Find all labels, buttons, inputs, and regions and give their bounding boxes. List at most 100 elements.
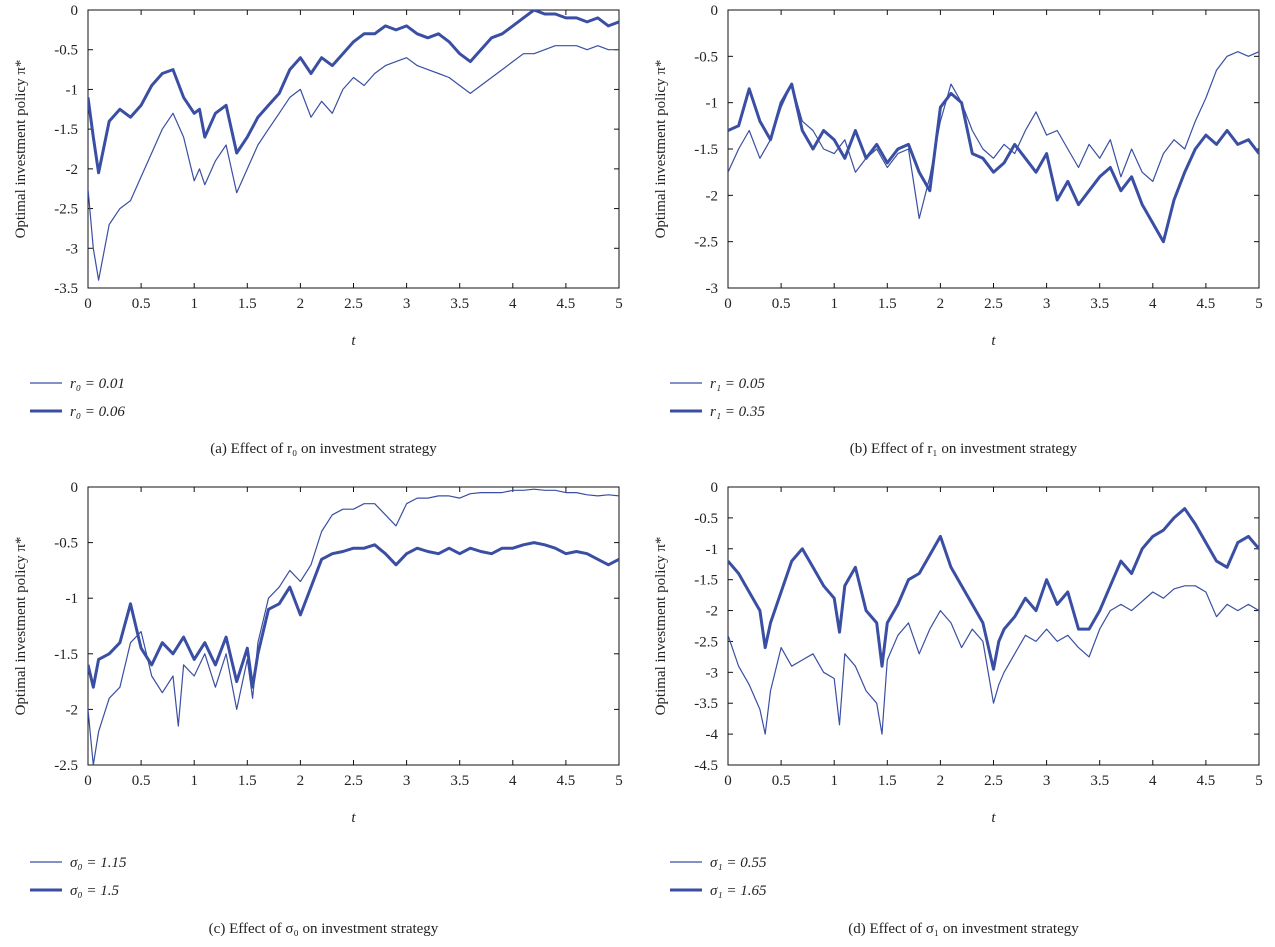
y-tick-label: -1.5 [54, 122, 78, 138]
y-tick-label: 0 [711, 3, 719, 19]
x-tick-label: 3.5 [450, 773, 469, 789]
y-tick-label: -1 [66, 82, 79, 98]
series-line-thick [88, 541, 619, 689]
x-tick-label: 0 [724, 773, 732, 789]
x-tick-label: 0.5 [132, 773, 151, 789]
y-tick-label: -0.5 [54, 536, 78, 552]
series-line-thick [728, 507, 1259, 671]
x-tick-label: 3.5 [1090, 773, 1109, 789]
y-tick-label: 0 [71, 3, 79, 19]
x-tick-label: 4 [509, 773, 517, 789]
x-tick-label: 0.5 [772, 773, 791, 789]
x-axis-label: t [351, 333, 356, 349]
x-tick-label: 3.5 [450, 296, 469, 312]
x-axis-label: t [991, 810, 996, 826]
x-tick-label: 4.5 [1197, 296, 1216, 312]
y-tick-label: -2 [706, 188, 719, 204]
x-tick-label: 2 [937, 296, 945, 312]
legend-label: r₁ = 0.05 [710, 376, 765, 392]
legend-label: r₁ = 0.35 [710, 404, 765, 420]
chart-panel-a: 0 0.5 1 1.5 2 2.5 3 3.5 4 4.5 5 -3.5 -3 -2.5 -2 -1.5 -1 -… [13, 3, 623, 457]
x-tick-label: 4.5 [557, 296, 576, 312]
legend-label: r₀ = 0.06 [70, 404, 125, 420]
x-tick-label: 5 [615, 296, 623, 312]
x-tick-label: 0 [724, 296, 732, 312]
y-tick-label: -0.5 [694, 511, 718, 527]
x-tick-label: 0 [84, 296, 92, 312]
x-tick-label: 1.5 [878, 773, 897, 789]
legend-label: r₀ = 0.01 [70, 376, 125, 392]
legend-label: σ₀ = 1.5 [70, 883, 119, 899]
plot-frame [727, 9, 1260, 289]
y-tick-label: -2 [66, 702, 79, 718]
y-axis-label: Optimal investment policy π* [13, 537, 29, 716]
x-tick-label: 4 [509, 296, 517, 312]
y-tick-label: -3 [66, 241, 79, 257]
x-tick-label: 2 [937, 773, 945, 789]
y-tick-label: -1 [706, 96, 719, 112]
chart-panel-b: 0 0.5 1 1.5 2 2.5 3 3.5 4 4.5 5 -3 -2.5 -2 -1.5 -1 -0.5 0… [653, 3, 1263, 457]
x-tick-label: 2.5 [984, 296, 1003, 312]
y-tick-label: -0.5 [54, 43, 78, 59]
legend-label: σ₁ = 0.55 [710, 855, 767, 871]
x-tick-label: 1 [190, 296, 198, 312]
y-tick-label: -2.5 [54, 758, 78, 774]
y-tick-label: -0.5 [694, 49, 718, 65]
x-tick-label: 3 [403, 296, 411, 312]
series-line-thin [88, 488, 619, 765]
x-tick-label: 2.5 [984, 773, 1003, 789]
series-line-thin [728, 51, 1259, 220]
x-tick-label: 4.5 [1197, 773, 1216, 789]
plot-frame [87, 486, 620, 766]
x-tick-label: 0.5 [132, 296, 151, 312]
subfigure-caption: (c) Effect of σ₀ on investment strategy [209, 921, 439, 937]
x-tick-label: 2.5 [344, 296, 363, 312]
x-tick-label: 3 [1043, 296, 1051, 312]
y-tick-label: -2.5 [694, 634, 718, 650]
y-tick-label: -1.5 [694, 142, 718, 158]
series-line-thin [728, 585, 1259, 735]
x-tick-label: 1 [830, 296, 838, 312]
x-tick-label: 4.5 [557, 773, 576, 789]
x-tick-label: 5 [615, 773, 623, 789]
x-tick-label: 1.5 [238, 773, 257, 789]
chart-panel-c: 0 0.5 1 1.5 2 2.5 3 3.5 4 4.5 5 -2.5 -2 -1.5 -1 -0.5 0 t O… [13, 480, 623, 937]
y-tick-label: -2 [66, 162, 79, 178]
legend-label: σ₀ = 1.15 [70, 855, 127, 871]
x-tick-label: 0.5 [772, 296, 791, 312]
series-line-thin [88, 45, 619, 281]
y-tick-label: -4 [706, 727, 719, 743]
x-tick-label: 1.5 [878, 296, 897, 312]
x-tick-label: 0 [84, 773, 92, 789]
y-tick-label: -1.5 [694, 573, 718, 589]
y-tick-label: -1 [66, 591, 79, 607]
x-tick-label: 5 [1255, 773, 1263, 789]
y-tick-label: -3 [706, 665, 719, 681]
y-tick-label: -2.5 [694, 235, 718, 251]
chart-panel-d: 0 0.5 1 1.5 2 2.5 3 3.5 4 4.5 5 -4.5 -4 -3.5 -3 -2.5 -2 -… [653, 480, 1263, 937]
x-tick-label: 5 [1255, 296, 1263, 312]
y-tick-label: 0 [711, 480, 719, 496]
x-tick-label: 3.5 [1090, 296, 1109, 312]
y-tick-label: -3.5 [694, 696, 718, 712]
y-tick-label: -3 [706, 281, 719, 297]
x-axis-label: t [991, 333, 996, 349]
series-line-thick [728, 82, 1259, 244]
y-tick-label: 0 [71, 480, 79, 496]
y-axis-label: Optimal investment policy π* [13, 60, 29, 239]
x-tick-label: 4 [1149, 773, 1157, 789]
subfigure-caption: (a) Effect of r₀ on investment strategy [210, 441, 437, 457]
y-axis-label: Optimal investment policy π* [653, 537, 669, 716]
y-tick-label: -3.5 [54, 281, 78, 297]
x-tick-label: 2.5 [344, 773, 363, 789]
subfigure-caption: (d) Effect of σ₁ on investment strategy [848, 921, 1079, 937]
legend-label: σ₁ = 1.65 [710, 883, 767, 899]
subfigure-caption: (b) Effect of r₁ on investment strategy [850, 441, 1078, 457]
x-tick-label: 3 [403, 773, 411, 789]
x-tick-label: 2 [297, 296, 305, 312]
x-tick-label: 3 [1043, 773, 1051, 789]
y-axis-label: Optimal investment policy π* [653, 60, 669, 239]
x-tick-label: 2 [297, 773, 305, 789]
y-tick-label: -2 [706, 604, 719, 620]
